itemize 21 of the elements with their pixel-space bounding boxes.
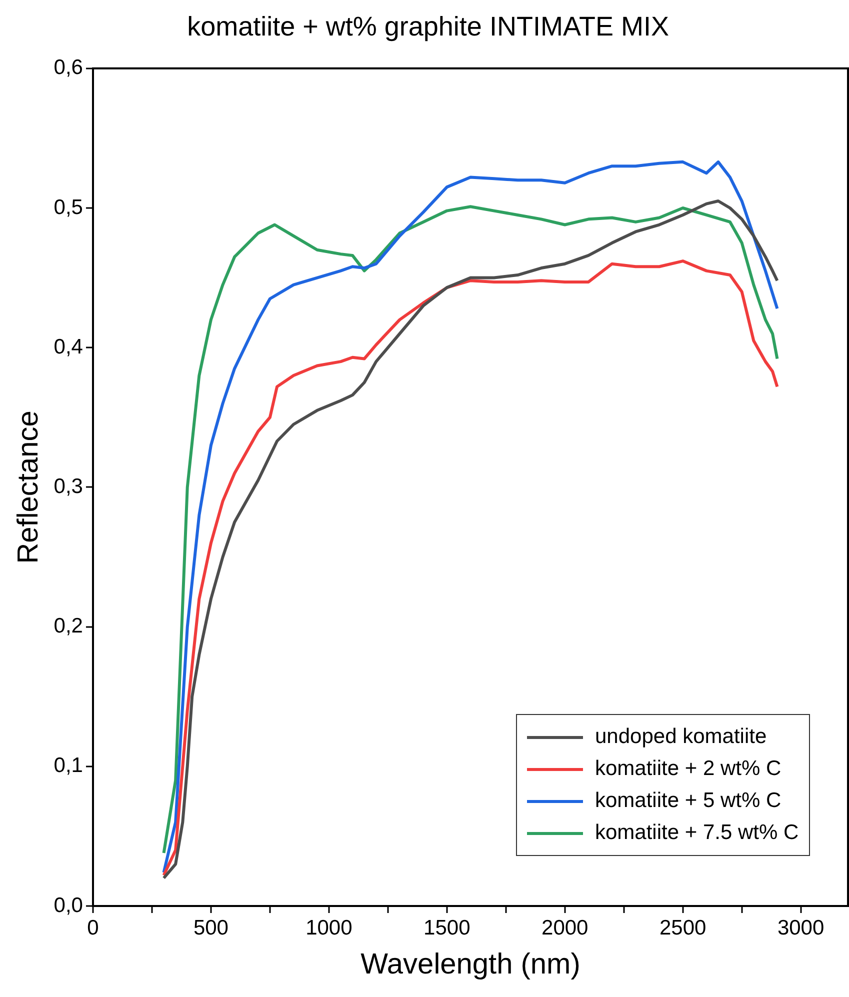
- y-tick-label: 0,4: [54, 335, 84, 358]
- x-tick-label: 0: [87, 916, 99, 940]
- x-tick-label: 2000: [542, 916, 588, 940]
- y-tick-label: 0,6: [54, 56, 83, 80]
- legend-label: komatiite + 5 wt% C: [595, 789, 782, 813]
- y-tick-label: 0,3: [54, 474, 83, 498]
- legend-label: komatiite + 2 wt% C: [595, 757, 782, 781]
- x-axis-title: Wavelength (nm): [360, 948, 580, 981]
- x-tick-label: 1000: [306, 916, 352, 940]
- x-tick-label: 1500: [424, 916, 470, 940]
- legend-label: komatiite + 7.5 wt% C: [595, 821, 799, 845]
- legend-label: undoped komatiite: [595, 725, 767, 749]
- y-tick-label: 0,5: [54, 196, 83, 219]
- y-tick-label: 0,0: [54, 894, 83, 917]
- x-tick-label: 500: [193, 916, 228, 940]
- x-tick-label: 3000: [777, 916, 824, 940]
- y-tick-label: 0,1: [54, 754, 83, 778]
- x-tick-label: 2500: [659, 916, 706, 940]
- chart-title: komatiite + wt% graphite INTIMATE MIX: [187, 12, 669, 42]
- y-axis-title: Reflectance: [12, 410, 44, 564]
- y-tick-label: 0,2: [54, 614, 83, 638]
